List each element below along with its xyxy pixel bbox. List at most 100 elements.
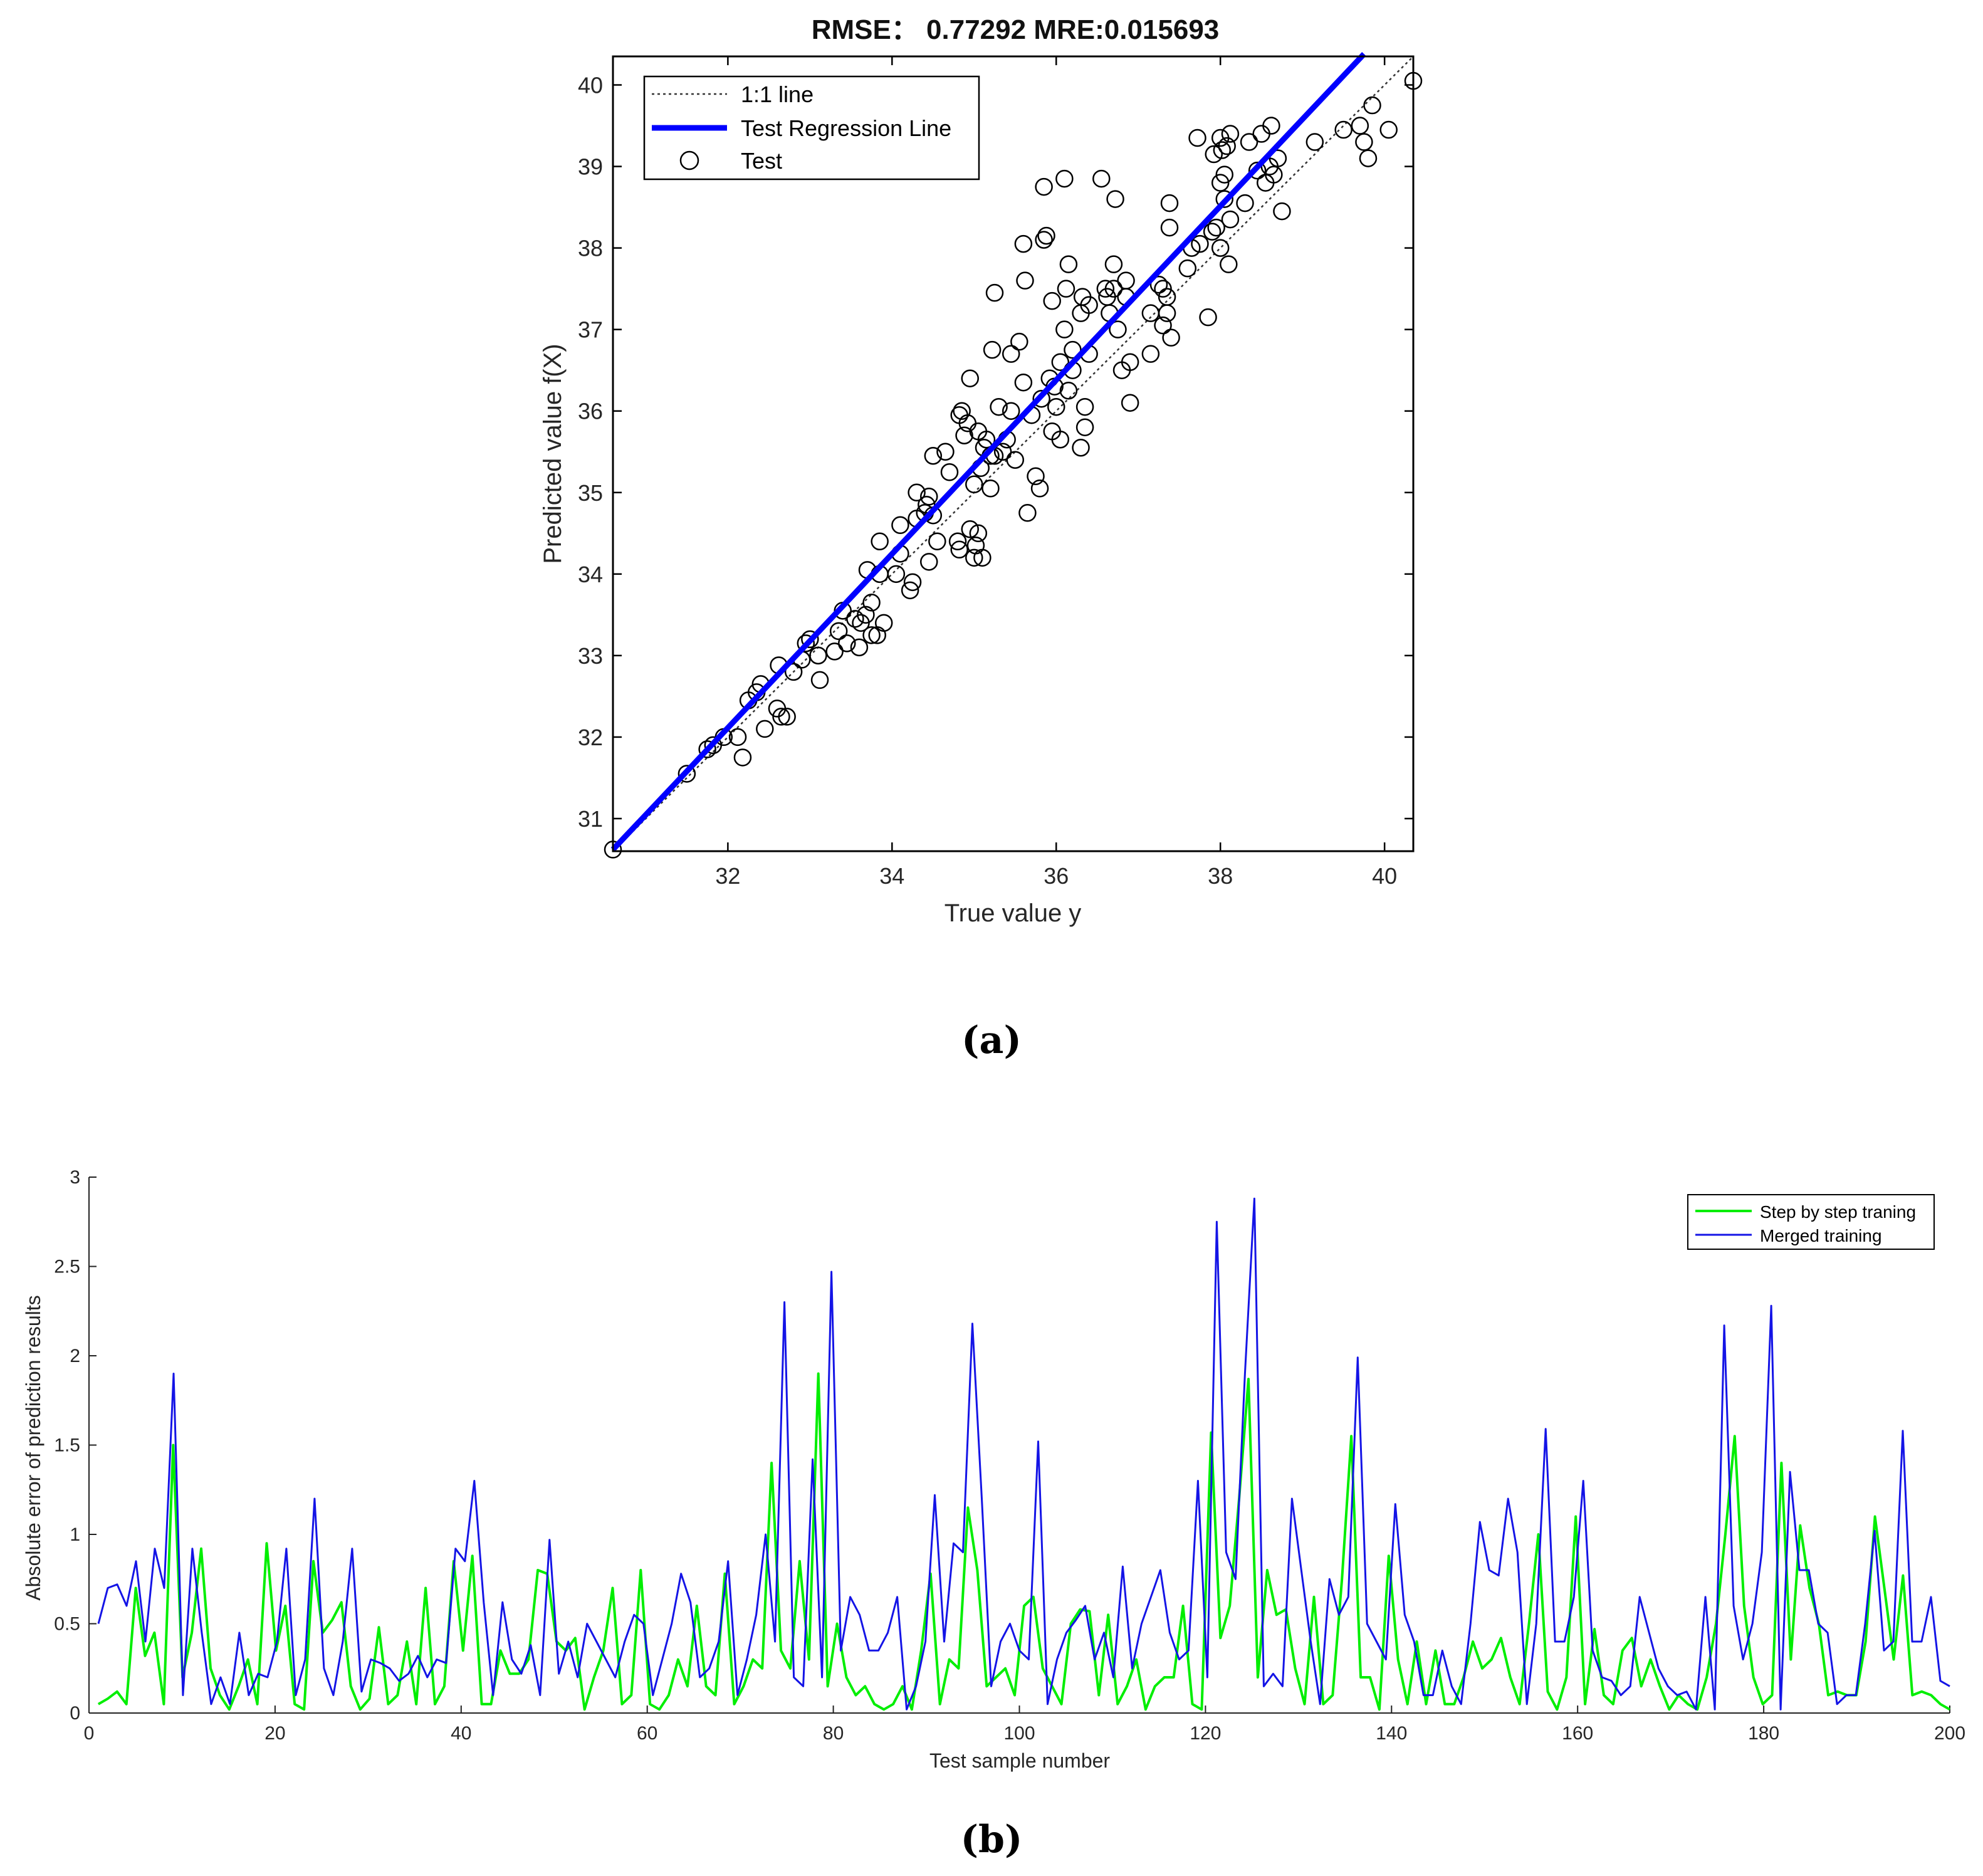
legend-test-label: Test xyxy=(741,148,782,174)
test-point xyxy=(698,740,716,758)
test-point xyxy=(1016,271,1034,290)
test-point xyxy=(924,447,943,465)
test-point xyxy=(1106,190,1124,208)
test-point xyxy=(1037,226,1055,245)
test-point xyxy=(1055,169,1074,188)
panel-b: 0 20 40 60 80 100 120 140 160 180 200 0 0.5 1 1.5 2 2.5 3… xyxy=(22,1167,1965,1772)
y-tick-label: 34 xyxy=(578,562,603,587)
test-point xyxy=(1218,137,1236,155)
test-point xyxy=(1154,316,1172,335)
test-point xyxy=(1355,133,1373,151)
test-point xyxy=(920,553,938,571)
test-point xyxy=(955,426,973,444)
test-point xyxy=(901,581,919,600)
test-point xyxy=(1002,345,1020,363)
legend-regression-line-label: Test Regression Line xyxy=(741,115,951,141)
test-point xyxy=(903,573,922,592)
y-tick-label: 33 xyxy=(578,643,603,669)
chart-b-y-axis-label: Absolute error of prediction results xyxy=(22,1295,44,1600)
test-point xyxy=(1334,120,1353,139)
test-point xyxy=(940,463,959,481)
test-point xyxy=(1269,149,1287,167)
test-point xyxy=(1035,231,1053,249)
test-point xyxy=(810,671,829,689)
test-point xyxy=(1141,345,1160,363)
test-point xyxy=(891,516,909,535)
test-point xyxy=(1075,418,1094,436)
chart-a-marks xyxy=(604,52,1423,859)
test-point xyxy=(983,340,1002,359)
x-tick-label: 32 xyxy=(715,863,740,889)
test-point xyxy=(928,532,946,551)
y-tick-label: 35 xyxy=(578,480,603,506)
test-point xyxy=(1059,381,1078,400)
regression-line xyxy=(610,52,1366,852)
test-point xyxy=(1006,451,1025,469)
test-point xyxy=(1205,145,1223,164)
caption-a: (a) xyxy=(961,1019,1022,1062)
y-tick-label: 31 xyxy=(578,806,603,832)
x-tick-label: 38 xyxy=(1208,863,1233,889)
test-point xyxy=(1265,165,1283,184)
test-point xyxy=(1059,255,1078,273)
test-point xyxy=(797,634,815,652)
test-point xyxy=(1121,394,1139,412)
test-point xyxy=(1158,304,1176,322)
test-point xyxy=(678,765,696,783)
test-point xyxy=(993,443,1012,461)
chart-a-y-axis: 31 32 33 34 35 36 37 38 39 40 xyxy=(578,73,1413,832)
test-point xyxy=(874,614,893,632)
y-tick-label: 38 xyxy=(578,236,603,261)
chart-b-x-axis-label: Test sample number xyxy=(929,1749,1110,1772)
test-point xyxy=(1072,438,1090,457)
test-point xyxy=(1064,340,1082,359)
test-point xyxy=(1109,320,1127,338)
test-point xyxy=(1207,218,1225,237)
test-point xyxy=(985,283,1004,302)
test-point xyxy=(1047,397,1065,416)
test-point xyxy=(1010,332,1028,351)
test-point xyxy=(1104,255,1123,273)
test-point xyxy=(1220,255,1238,273)
test-point xyxy=(1092,169,1111,188)
test-point xyxy=(1149,275,1168,294)
test-point xyxy=(965,475,983,494)
chart-a-legend: 1:1 line Test Regression Line Test xyxy=(643,75,980,181)
test-point xyxy=(784,663,803,681)
y-tick-label: 1 xyxy=(70,1524,80,1545)
y-tick-label: 1.5 xyxy=(54,1435,80,1456)
test-point xyxy=(1363,96,1381,115)
panel-a: RMSE： 0.77292 MRE:0.015693 32 34 36 38 40 31… xyxy=(539,14,1423,927)
test-point xyxy=(908,483,926,502)
test-point xyxy=(965,548,983,567)
test-point xyxy=(772,708,790,726)
x-tick-label: 100 xyxy=(1003,1723,1035,1744)
x-tick-label: 0 xyxy=(84,1723,95,1744)
test-point xyxy=(1199,308,1217,327)
test-point xyxy=(1154,280,1172,298)
test-point xyxy=(953,402,971,420)
test-point xyxy=(1018,504,1037,522)
test-point xyxy=(990,397,1008,416)
x-tick-label: 120 xyxy=(1190,1723,1221,1744)
test-point xyxy=(948,532,967,551)
chart-a-title: RMSE： 0.77292 MRE:0.015693 xyxy=(812,14,1220,45)
test-point xyxy=(961,520,979,538)
test-point xyxy=(1160,194,1179,212)
x-tick-label: 200 xyxy=(1934,1723,1965,1744)
test-point xyxy=(920,488,938,506)
chart-a-x-axis: 32 34 36 38 40 xyxy=(715,56,1397,889)
test-point xyxy=(1014,234,1033,253)
test-point xyxy=(1211,239,1230,257)
x-tick-label: 34 xyxy=(879,863,904,889)
y-tick-label: 2.5 xyxy=(54,1257,80,1277)
test-point xyxy=(1359,149,1378,167)
y-tick-label: 2 xyxy=(70,1346,80,1366)
test-point xyxy=(961,369,979,387)
test-point xyxy=(1273,202,1291,221)
test-point xyxy=(829,622,848,641)
test-point xyxy=(1221,125,1240,143)
chart-a-y-axis-label: Predicted value f(X) xyxy=(539,343,567,563)
test-point xyxy=(846,610,864,628)
test-point xyxy=(1248,161,1267,180)
